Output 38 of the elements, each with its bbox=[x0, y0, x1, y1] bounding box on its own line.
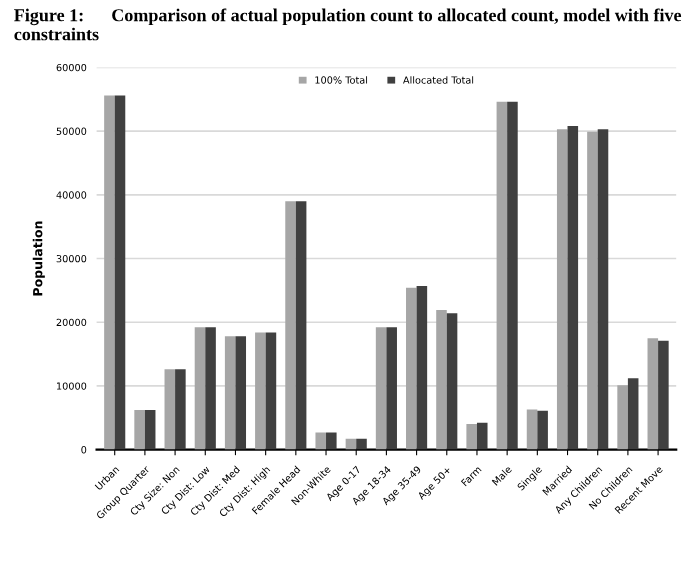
bar bbox=[627, 378, 639, 450]
bar bbox=[285, 201, 296, 450]
bar bbox=[164, 369, 176, 450]
bar bbox=[356, 438, 367, 450]
bar bbox=[175, 369, 186, 450]
bar bbox=[406, 287, 417, 450]
bar bbox=[134, 410, 145, 450]
bar bbox=[114, 95, 126, 450]
bar bbox=[617, 385, 628, 450]
bar bbox=[647, 338, 659, 450]
bar bbox=[255, 332, 266, 450]
bar bbox=[104, 95, 115, 450]
bar bbox=[556, 129, 568, 450]
bar bbox=[224, 336, 236, 450]
bar bbox=[496, 101, 508, 450]
bar bbox=[144, 410, 156, 450]
bar bbox=[194, 327, 206, 450]
bar bbox=[416, 285, 428, 450]
bar bbox=[567, 126, 579, 450]
bar bbox=[205, 327, 216, 450]
bar bbox=[446, 313, 458, 450]
bar bbox=[466, 424, 477, 450]
bar bbox=[597, 129, 609, 450]
bar bbox=[526, 409, 538, 450]
bar bbox=[587, 131, 598, 450]
bar bbox=[386, 327, 397, 450]
bar bbox=[476, 422, 488, 450]
bar bbox=[315, 432, 327, 450]
chart-title: Figure 1: Comparison of actual population count to allocated count, model with five constraints bbox=[14, 8, 682, 41]
bar bbox=[507, 101, 518, 450]
bar bbox=[436, 310, 447, 450]
bar bbox=[235, 336, 247, 450]
bar bbox=[375, 327, 387, 450]
bar bbox=[658, 340, 669, 450]
bar bbox=[265, 332, 277, 450]
bar bbox=[326, 432, 337, 450]
bar bbox=[295, 201, 307, 450]
bar bbox=[537, 410, 548, 450]
